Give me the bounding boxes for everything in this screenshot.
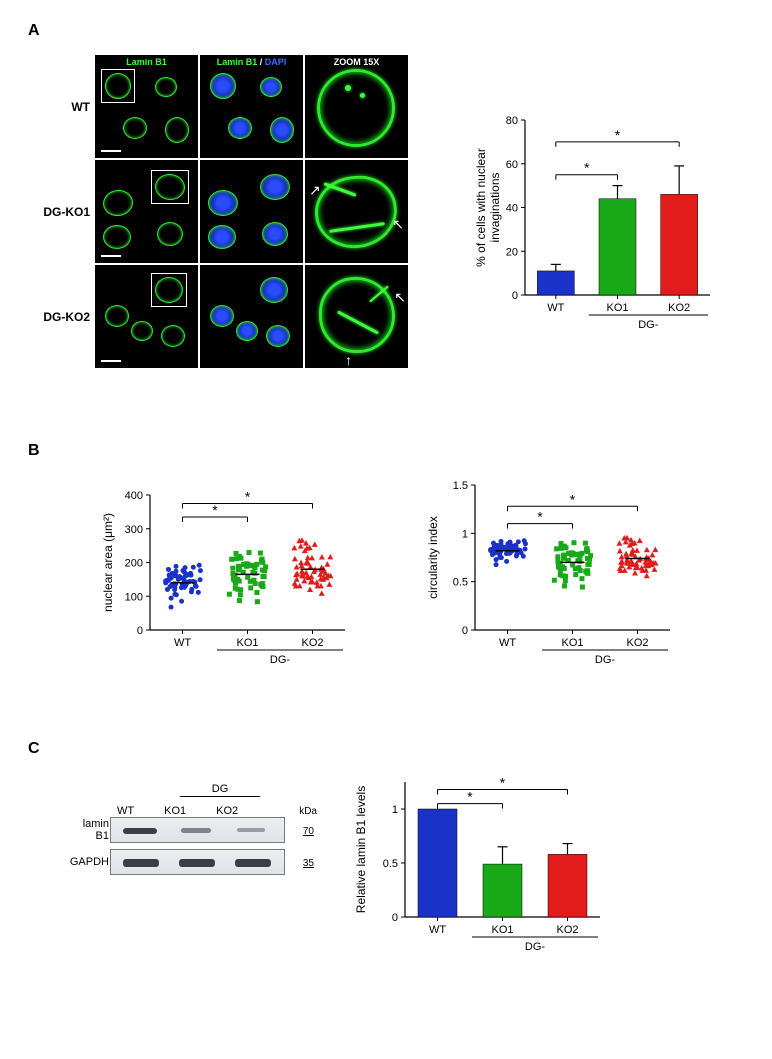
svg-text:40: 40 xyxy=(506,203,518,215)
micro-row-wt: WT Lamin B1 Lamin B1 / DAPI ZOOM 15X xyxy=(95,55,410,158)
gel-label-gapdh: GAPDH xyxy=(64,856,109,868)
svg-text:KO2: KO2 xyxy=(668,302,690,314)
svg-text:DG-: DG- xyxy=(595,654,616,666)
panel-b-scatter-area: 0 100 200 300 400 WT KO1 KO2 DG- * * nuclear area (… xyxy=(95,475,355,675)
row-label-wt: WT xyxy=(40,100,90,114)
col-header-2: Lamin B1 / DAPI xyxy=(200,57,303,67)
kda-70: 70 xyxy=(303,826,314,837)
panel-b-label: B xyxy=(28,442,40,460)
blot-group-label: DG xyxy=(180,783,260,797)
svg-text:100: 100 xyxy=(125,591,143,603)
svg-text:1: 1 xyxy=(392,804,398,816)
micro-ko1-lamin xyxy=(95,160,198,263)
svg-text:*: * xyxy=(615,127,621,143)
svg-text:200: 200 xyxy=(125,558,143,570)
gel-gapdh: GAPDH 35 xyxy=(110,849,285,875)
micro-ko2-lamin xyxy=(95,265,198,368)
svg-text:WT: WT xyxy=(499,637,516,649)
svg-text:0: 0 xyxy=(392,912,398,924)
svg-text:Relative lamin B1 levels: Relative lamin B1 levels xyxy=(354,786,368,913)
svg-text:KO2: KO2 xyxy=(301,637,323,649)
micrograph-grid: WT Lamin B1 Lamin B1 / DAPI ZOOM 15X xyxy=(95,55,410,370)
svg-text:0: 0 xyxy=(462,625,468,637)
blot-lane-ko1: KO1 xyxy=(164,805,186,817)
panel-c-label: C xyxy=(28,740,40,758)
svg-text:KO1: KO1 xyxy=(561,637,583,649)
svg-text:KO1: KO1 xyxy=(606,302,628,314)
svg-text:0.5: 0.5 xyxy=(453,577,468,589)
row-label-ko1: DG-KO1 xyxy=(40,205,90,219)
micro-wt-zoom: ZOOM 15X xyxy=(305,55,408,158)
svg-text:80: 80 xyxy=(506,115,518,127)
svg-text:*: * xyxy=(500,775,506,791)
gel-laminb1: laminB1 70 xyxy=(110,817,285,843)
svg-text:*: * xyxy=(537,509,543,525)
col-header-3: ZOOM 15X xyxy=(305,57,408,67)
panel-c-barchart: 0 0.5 1 WT KO1 KO2 DG- * * Relative lamin B1 leve… xyxy=(350,762,610,962)
col-header-1: Lamin B1 xyxy=(95,57,198,67)
svg-text:0: 0 xyxy=(512,290,518,302)
micro-wt-merge: Lamin B1 / DAPI xyxy=(200,55,303,158)
svg-text:*: * xyxy=(584,160,590,176)
svg-text:WT: WT xyxy=(547,302,564,314)
kda-header: kDa xyxy=(299,806,317,817)
svg-text:*: * xyxy=(212,502,218,518)
row-label-ko2: DG-KO2 xyxy=(40,310,90,324)
micro-row-ko1: DG-KO1 ↗ ↖ xyxy=(95,160,410,263)
svg-text:WT: WT xyxy=(429,924,446,936)
svg-text:400: 400 xyxy=(125,490,143,502)
svg-text:KO2: KO2 xyxy=(556,924,578,936)
svg-text:% of cells with nuclearinvagin: % of cells with nuclearinvaginations xyxy=(474,148,502,267)
svg-text:0.5: 0.5 xyxy=(383,858,398,870)
svg-text:60: 60 xyxy=(506,159,518,171)
micro-ko2-merge xyxy=(200,265,303,368)
micro-ko1-zoom: ↗ ↖ xyxy=(305,160,408,263)
svg-text:300: 300 xyxy=(125,524,143,536)
svg-text:DG-: DG- xyxy=(638,319,659,331)
svg-text:*: * xyxy=(467,789,473,805)
blot-lane-ko2: KO2 xyxy=(216,805,238,817)
svg-text:DG-: DG- xyxy=(270,654,291,666)
svg-text:circularity index: circularity index xyxy=(426,516,440,599)
panel-b-scatter-circularity: 0 0.5 1 1.5 WT KO1 KO2 DG- * * circularity index xyxy=(420,465,680,675)
svg-text:KO2: KO2 xyxy=(626,637,648,649)
svg-text:1: 1 xyxy=(462,528,468,540)
kda-35: 35 xyxy=(303,858,314,869)
svg-text:1.5: 1.5 xyxy=(453,480,468,492)
svg-text:KO1: KO1 xyxy=(491,924,513,936)
western-blot: DG WT KO1 KO2 kDa laminB1 70 GAPDH 35 xyxy=(65,785,305,881)
svg-text:0: 0 xyxy=(137,625,143,637)
svg-text:DG-: DG- xyxy=(525,941,546,953)
micro-ko1-merge xyxy=(200,160,303,263)
svg-text:nuclear area (μm²): nuclear area (μm²) xyxy=(101,513,115,612)
panel-a-barchart: 0 20 40 60 80 WT KO1 KO2 DG- * * % of cells with nu… xyxy=(470,100,720,340)
micro-ko2-zoom: ↖ ↑ xyxy=(305,265,408,368)
svg-text:WT: WT xyxy=(174,637,191,649)
micro-wt-lamin: Lamin B1 xyxy=(95,55,198,158)
svg-text:KO1: KO1 xyxy=(236,637,258,649)
svg-text:*: * xyxy=(245,488,251,504)
svg-text:20: 20 xyxy=(506,246,518,258)
blot-header: DG WT KO1 KO2 kDa xyxy=(65,785,305,817)
micro-row-ko2: DG-KO2 ↖ ↑ xyxy=(95,265,410,368)
panel-a-label: A xyxy=(28,22,40,40)
gel-label-laminb1: laminB1 xyxy=(64,818,109,842)
blot-lane-wt: WT xyxy=(117,805,134,817)
svg-text:*: * xyxy=(570,491,576,507)
